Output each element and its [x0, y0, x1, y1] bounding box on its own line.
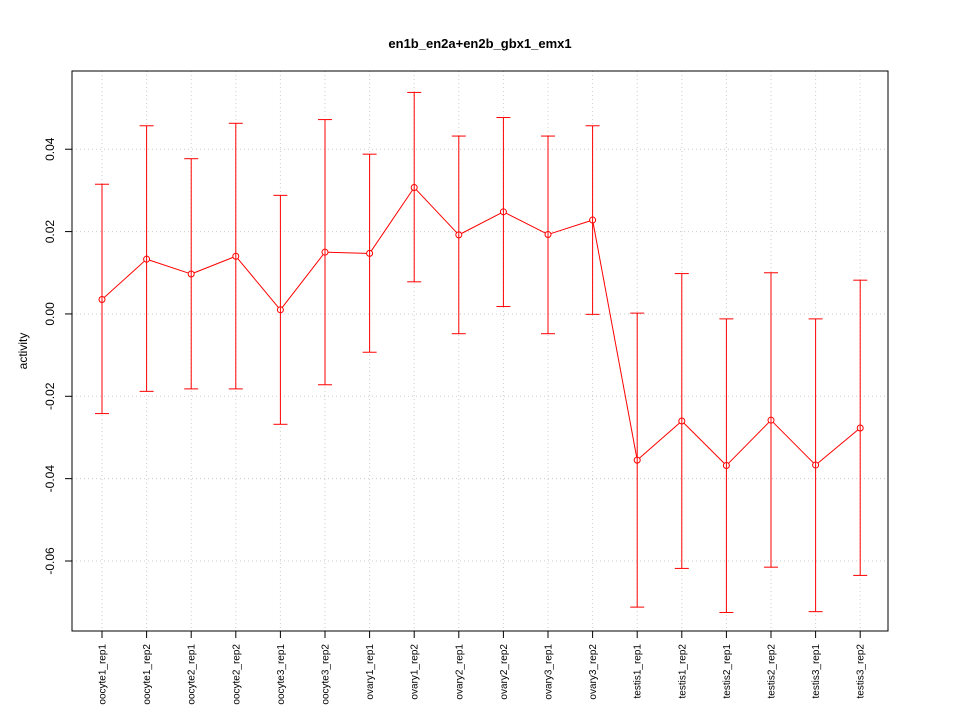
series-line-segment	[728, 421, 770, 464]
series-line-segment	[683, 422, 725, 464]
series-line-segment	[237, 258, 279, 308]
data-point	[767, 416, 775, 424]
x-tick-label: testis3_rep1	[811, 644, 822, 699]
series-line-segment	[149, 259, 189, 274]
series-line-segment	[370, 189, 413, 252]
x-tick-label: oocyte2_rep2	[231, 644, 242, 705]
plot-frame	[71, 70, 889, 632]
x-tick-label: testis1_rep1	[633, 644, 644, 699]
series-line-segment	[193, 256, 234, 274]
data-point	[98, 296, 106, 304]
x-tick-label: testis1_rep2	[677, 644, 688, 699]
x-tick-label: ovary1_rep2	[410, 644, 421, 700]
x-tick-label: ovary2_rep1	[454, 644, 465, 700]
series-line-segment	[592, 222, 638, 458]
series-line-segment	[772, 421, 814, 464]
data-point	[232, 252, 240, 260]
x-tick-label: testis2_rep1	[722, 644, 733, 699]
y-tick-label: 0.04	[43, 137, 57, 161]
x-tick-label: ovary3_rep1	[544, 644, 555, 700]
data-point	[143, 255, 151, 263]
data-point	[544, 230, 552, 238]
x-tick-label: ovary1_rep1	[365, 644, 376, 700]
x-tick-label: oocyte1_rep1	[98, 644, 109, 705]
data-point	[678, 417, 686, 425]
data-point	[410, 184, 418, 192]
x-tick-label: oocyte2_rep1	[187, 644, 198, 705]
series-line-segment	[550, 220, 590, 235]
series-line-segment	[639, 422, 680, 459]
series-line-segment	[281, 254, 324, 308]
series-line-segment	[327, 251, 367, 254]
x-tick-label: testis3_rep2	[856, 644, 867, 699]
series-line-segment	[505, 212, 546, 234]
chart-title: en1b_en2a+en2b_gbx1_emx1	[388, 36, 571, 51]
data-point	[455, 231, 463, 239]
x-tick-label: ovary2_rep2	[499, 644, 510, 700]
errorbar-layer	[95, 91, 868, 613]
x-axis: oocyte1_rep1 oocyte1_rep2 oocyte2_rep1 oocy…	[98, 631, 867, 705]
data-point	[366, 249, 374, 257]
series-line-segment	[415, 189, 458, 234]
x-tick-label: ovary3_rep2	[588, 644, 599, 700]
y-axis: -0.06 -0.04 -0.02 0.00 0.02 0.04	[43, 137, 72, 575]
data-point	[589, 216, 597, 224]
y-tick-label: 0.02	[43, 220, 57, 244]
data-point	[633, 456, 641, 464]
data-point	[187, 270, 195, 278]
data-point	[321, 248, 329, 256]
series-line-segment	[461, 212, 501, 234]
data-point	[499, 208, 507, 216]
data-point	[812, 461, 820, 469]
series-line-segment	[817, 429, 859, 464]
data-point	[276, 306, 284, 314]
data-point	[722, 461, 730, 469]
series-line-segment	[103, 260, 145, 298]
data-point	[856, 424, 864, 432]
y-tick-label: -0.06	[43, 547, 57, 575]
y-tick-label: -0.04	[43, 465, 57, 493]
point-layer	[98, 184, 864, 469]
y-axis-label: activity	[16, 333, 30, 370]
x-tick-label: testis2_rep2	[767, 644, 778, 699]
x-tick-label: oocyte3_rep1	[276, 644, 287, 705]
y-tick-label: 0.00	[43, 302, 57, 326]
x-tick-label: oocyte3_rep2	[321, 644, 332, 705]
line-layer	[103, 189, 859, 464]
x-tick-label: oocyte1_rep2	[142, 644, 153, 705]
y-tick-label: -0.02	[43, 382, 57, 410]
grid-layer	[72, 71, 888, 631]
